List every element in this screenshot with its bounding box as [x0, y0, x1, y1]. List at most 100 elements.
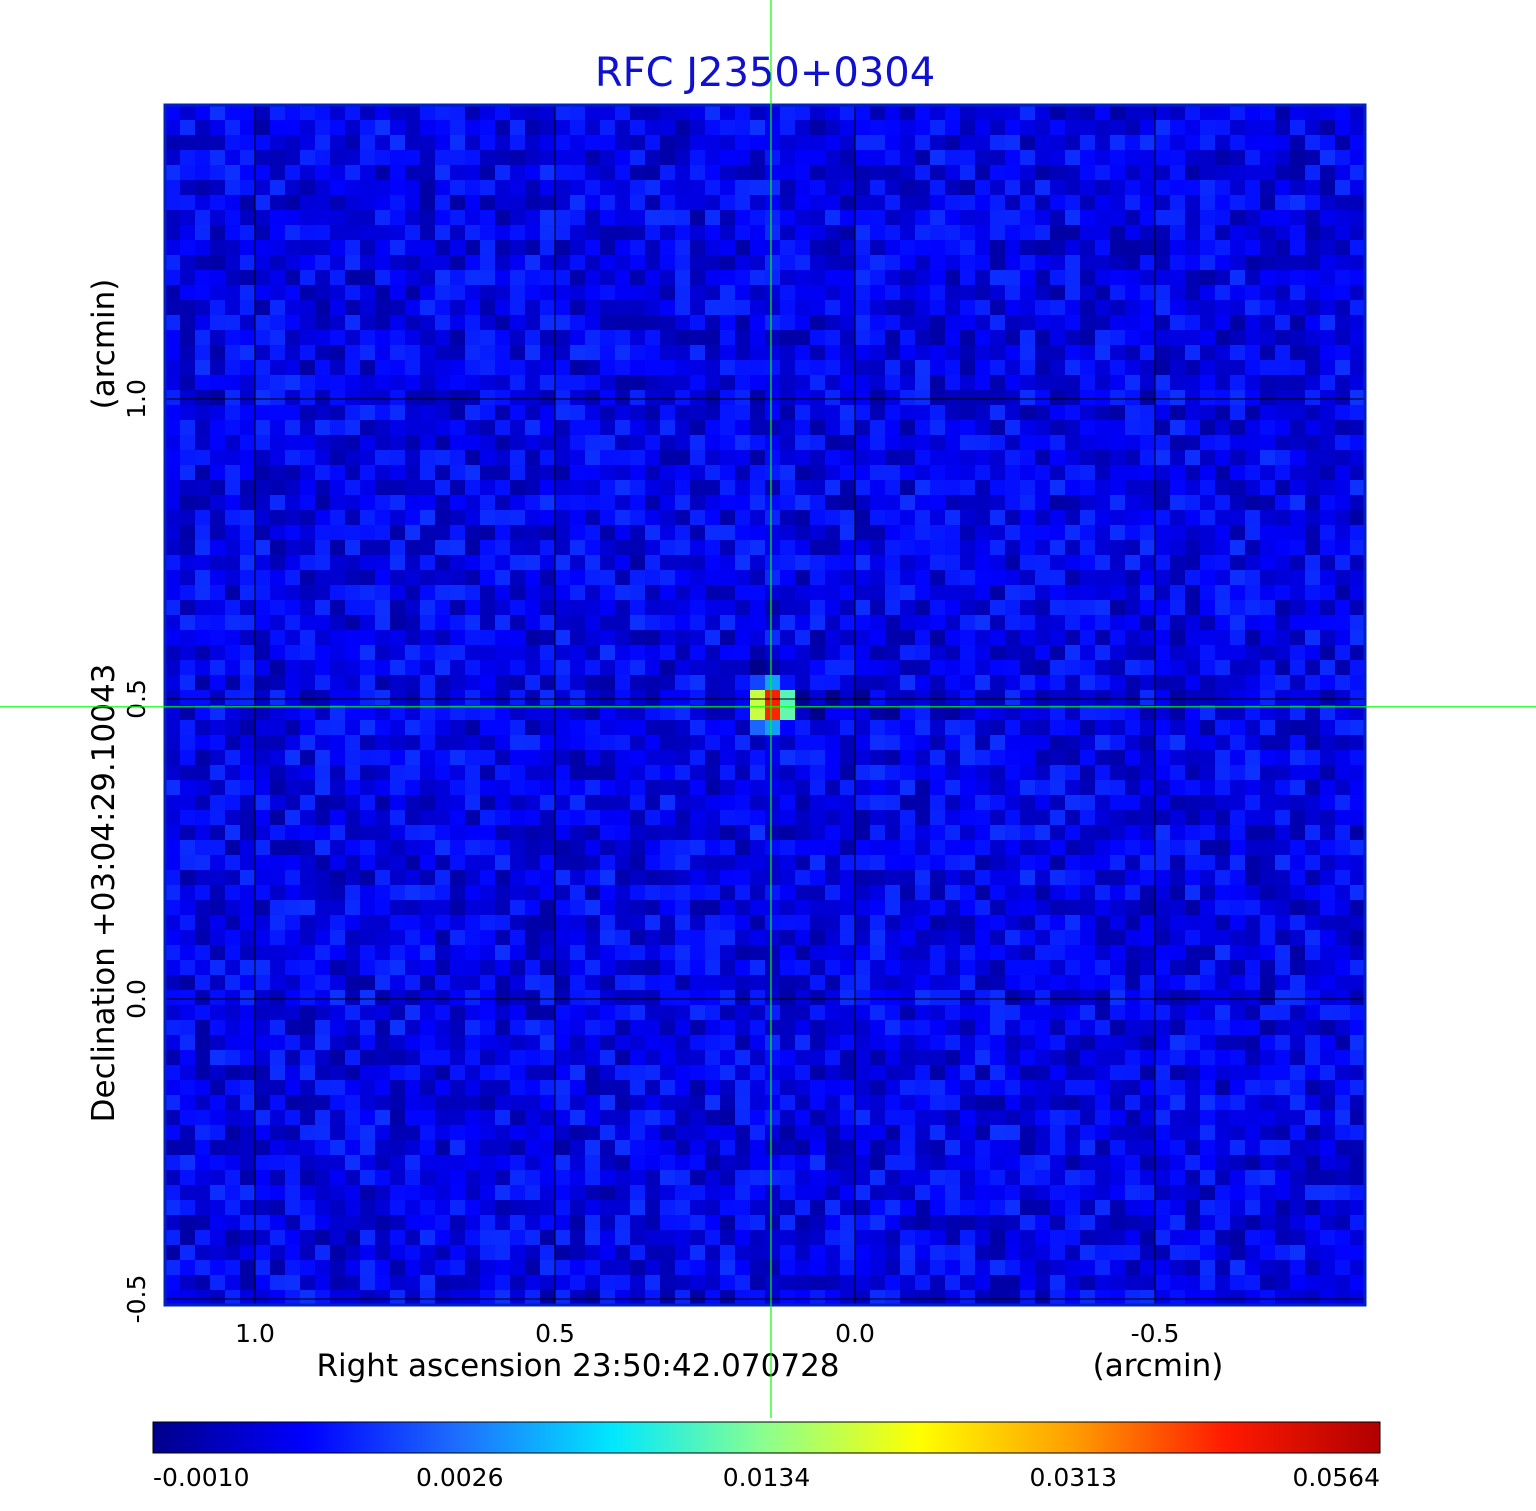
- heatmap-cell: [1290, 735, 1306, 751]
- heatmap-cell: [180, 105, 196, 121]
- heatmap-cell: [1275, 1020, 1291, 1036]
- heatmap-cell: [1125, 765, 1141, 781]
- heatmap-cell: [555, 615, 571, 631]
- heatmap-cell: [1020, 600, 1036, 616]
- heatmap-cell: [330, 390, 346, 406]
- heatmap-cell: [705, 765, 721, 781]
- heatmap-cell: [615, 600, 631, 616]
- heatmap-cell: [1215, 705, 1231, 721]
- heatmap-cell: [705, 120, 721, 136]
- heatmap-cell: [990, 225, 1006, 241]
- heatmap-cell: [330, 540, 346, 556]
- heatmap-cell: [1245, 345, 1261, 361]
- heatmap-cell: [1260, 825, 1276, 841]
- heatmap-cell: [180, 825, 196, 841]
- heatmap-cell: [1275, 330, 1291, 346]
- heatmap-cell: [195, 1020, 211, 1036]
- heatmap-cell: [1350, 435, 1365, 451]
- heatmap-cell: [570, 1035, 586, 1051]
- heatmap-cell: [855, 945, 871, 961]
- heatmap-cell: [540, 825, 556, 841]
- heatmap-cell: [660, 870, 676, 886]
- heatmap-cell: [1080, 660, 1096, 676]
- heatmap-cell: [630, 360, 646, 376]
- heatmap-cell: [1230, 435, 1246, 451]
- heatmap-cell: [345, 660, 361, 676]
- heatmap-cell: [285, 825, 301, 841]
- heatmap-cell: [330, 165, 346, 181]
- heatmap-cell: [225, 615, 241, 631]
- heatmap-cell: [285, 870, 301, 886]
- heatmap-cell: [975, 990, 991, 1006]
- heatmap-cell: [360, 480, 376, 496]
- heatmap-cell: [930, 105, 946, 121]
- heatmap-cell: [210, 825, 226, 841]
- heatmap-cell: [615, 1035, 631, 1051]
- heatmap-cell: [180, 420, 196, 436]
- heatmap-cell: [990, 600, 1006, 616]
- heatmap-cell: [1110, 180, 1126, 196]
- heatmap-cell: [810, 465, 826, 481]
- heatmap-cell: [1230, 780, 1246, 796]
- heatmap-cell: [1260, 255, 1276, 271]
- heatmap-cell: [585, 915, 601, 931]
- heatmap-cell: [1005, 615, 1021, 631]
- heatmap-cell: [585, 270, 601, 286]
- heatmap-cell: [690, 165, 706, 181]
- heatmap-cell: [1140, 525, 1156, 541]
- heatmap-cell: [990, 510, 1006, 526]
- heatmap-cell: [990, 435, 1006, 451]
- heatmap-cell: [540, 330, 556, 346]
- heatmap-cell: [360, 930, 376, 946]
- heatmap-cell: [1095, 390, 1111, 406]
- heatmap-cell: [570, 810, 586, 826]
- heatmap-cell: [225, 870, 241, 886]
- heatmap-cell: [810, 855, 826, 871]
- heatmap-cell: [1020, 750, 1036, 766]
- heatmap-cell: [510, 1035, 526, 1051]
- heatmap-cell: [825, 435, 841, 451]
- heatmap-cell: [675, 600, 691, 616]
- heatmap-cell: [1245, 360, 1261, 376]
- heatmap-cell: [1170, 855, 1186, 871]
- heatmap-cell: [300, 630, 316, 646]
- heatmap-cell: [225, 375, 241, 391]
- heatmap-cell: [720, 645, 736, 661]
- heatmap-cell: [1155, 150, 1171, 166]
- heatmap-cell: [1140, 660, 1156, 676]
- heatmap-cell: [405, 630, 421, 646]
- heatmap-cell: [915, 105, 931, 121]
- heatmap-cell: [900, 870, 916, 886]
- heatmap-cell: [360, 285, 376, 301]
- heatmap-cell: [870, 300, 886, 316]
- heatmap-cell: [945, 555, 961, 571]
- heatmap-cell: [1230, 960, 1246, 976]
- heatmap-cell: [1110, 660, 1126, 676]
- heatmap-cell: [1110, 1005, 1126, 1021]
- heatmap-cell: [1155, 765, 1171, 781]
- heatmap-cell: [540, 750, 556, 766]
- heatmap-cell: [450, 405, 466, 421]
- heatmap-cell: [1320, 780, 1336, 796]
- heatmap-cell: [1125, 510, 1141, 526]
- heatmap-cell: [1185, 105, 1201, 121]
- heatmap-cell: [900, 720, 916, 736]
- heatmap-cell: [1050, 1005, 1066, 1021]
- heatmap-cell: [180, 1035, 196, 1051]
- heatmap-cell: [330, 585, 346, 601]
- heatmap-cell: [345, 885, 361, 901]
- heatmap-cell: [555, 930, 571, 946]
- heatmap-cell: [1320, 480, 1336, 496]
- heatmap-cell: [195, 1005, 211, 1021]
- heatmap-cell: [1065, 825, 1081, 841]
- heatmap-cell: [675, 255, 691, 271]
- heatmap-cell: [1110, 780, 1126, 796]
- heatmap-cell: [540, 675, 556, 691]
- heatmap-cell: [285, 810, 301, 826]
- heatmap-cell: [1320, 390, 1336, 406]
- heatmap-cell: [1275, 420, 1291, 436]
- heatmap-cell: [975, 105, 991, 121]
- heatmap-cell: [1320, 345, 1336, 361]
- heatmap-cell: [1140, 1020, 1156, 1036]
- heatmap-cell: [435, 510, 451, 526]
